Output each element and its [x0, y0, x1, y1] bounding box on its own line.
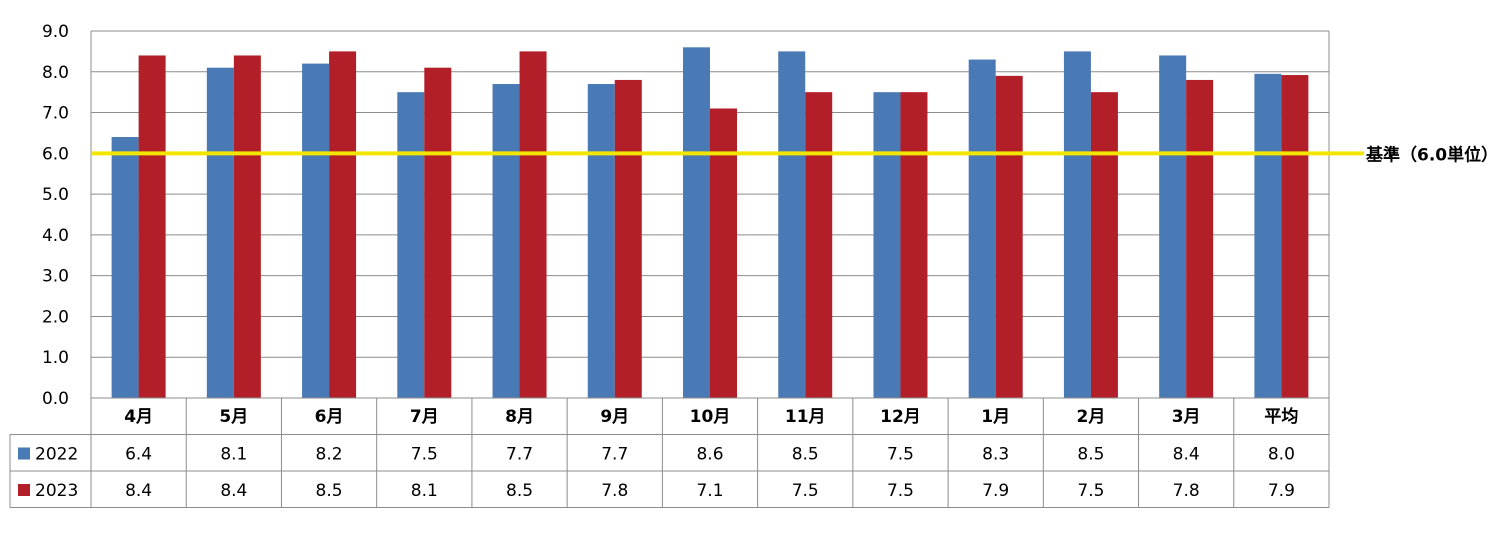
- y-tick-label: 8.0: [42, 63, 69, 83]
- bar-2022-5月: [206, 67, 234, 398]
- x-category-label: 9月: [600, 407, 629, 427]
- bar-2022-8月: [492, 84, 520, 398]
- legend-swatch-2023: [18, 484, 30, 496]
- bar-2022-9月: [587, 84, 615, 398]
- bar-2023-12月: [900, 92, 928, 399]
- y-tick-label: 0.0: [42, 389, 69, 409]
- table-cell: 8.5: [1077, 445, 1104, 465]
- x-category-label: 10月: [690, 407, 731, 427]
- table-cell: 8.1: [220, 445, 247, 465]
- bar-2022-平均: [1254, 73, 1282, 399]
- table-cell: 7.7: [506, 445, 533, 465]
- table-cell: 7.8: [1173, 481, 1200, 501]
- x-category-label: 12月: [880, 407, 921, 427]
- bar-2023-8月: [519, 51, 547, 399]
- table-cell: 8.5: [316, 481, 343, 501]
- y-tick-label: 5.0: [42, 185, 69, 205]
- bar-2023-10月: [710, 108, 737, 398]
- table-cell: 7.5: [887, 445, 914, 465]
- bar-2022-12月: [873, 92, 901, 399]
- legend-swatch-2022: [18, 447, 30, 460]
- reference-line-group: 基準（6.0単位）: [91, 144, 1498, 165]
- x-category-label: 平均: [1264, 406, 1298, 427]
- legend-label-2023: 2023: [35, 481, 78, 501]
- bar-2022-1月: [968, 59, 996, 399]
- table-cell: 7.5: [1077, 481, 1104, 501]
- bar-2023-4月: [138, 55, 166, 398]
- y-tick-label: 7.0: [42, 104, 69, 124]
- table-cell: 7.5: [411, 445, 438, 465]
- table-cell: 8.4: [125, 481, 152, 501]
- table-cell: 8.1: [411, 481, 438, 501]
- bar-2023-2月: [1090, 92, 1118, 399]
- table-cell: 8.5: [792, 445, 819, 465]
- x-category-label: 4月: [124, 407, 153, 427]
- bar-2022-11月: [778, 51, 806, 399]
- bar-2022-2月: [1063, 51, 1091, 399]
- y-tick-label: 6.0: [42, 144, 69, 164]
- table-cell: 8.3: [982, 445, 1009, 465]
- x-category-label: 11月: [785, 407, 826, 427]
- x-category-label: 7月: [410, 407, 439, 427]
- x-category-label: 5月: [219, 407, 248, 427]
- legend-label-2022: 2022: [35, 445, 78, 465]
- y-tick-label: 3.0: [42, 267, 69, 287]
- bar-2023-平均: [1281, 75, 1309, 398]
- bar-2023-7月: [424, 67, 452, 398]
- bar-2023-3月: [1186, 79, 1214, 398]
- y-tick-label: 1.0: [42, 348, 69, 368]
- bar-2023-5月: [233, 55, 261, 398]
- y-axis: 0.0 1.0 2.0 3.0 4.0 5.0 6.0 7.0 8.0 9.0: [42, 22, 69, 409]
- data-table: 4月 5月 6月 7月 8月 9月 10月 11月 12月 1月 2月 3月 平均 2022 6.4 8.1 8…: [9, 397, 1330, 508]
- table-cell: 8.2: [316, 445, 343, 465]
- table-cell: 7.5: [887, 481, 914, 501]
- bar-2022-7月: [397, 92, 425, 399]
- y-tick-label: 2.0: [42, 307, 69, 327]
- table-cell: 7.5: [792, 481, 819, 501]
- bar-2023-9月: [614, 79, 642, 398]
- table-cell: 8.0: [1268, 445, 1295, 465]
- reference-line-label: 基準（6.0単位）: [1365, 144, 1498, 165]
- bar-2022-4月: [111, 137, 139, 398]
- y-tick-label: 9.0: [42, 22, 69, 42]
- bar-2022-10月: [683, 47, 710, 399]
- bar-2023-1月: [995, 75, 1023, 398]
- bar-2023-6月: [329, 51, 357, 399]
- bar-2023-11月: [805, 92, 833, 399]
- x-category-label: 6月: [315, 407, 344, 427]
- bars: [111, 47, 1309, 399]
- table-cell: 8.6: [696, 445, 723, 465]
- x-category-label: 3月: [1172, 407, 1201, 427]
- bar-2022-3月: [1159, 55, 1187, 398]
- y-tick-label: 4.0: [42, 226, 69, 246]
- x-category-label: 8月: [505, 407, 534, 427]
- table-cell: 8.4: [1173, 445, 1200, 465]
- bar-2022-6月: [302, 63, 330, 398]
- table-cell: 7.8: [601, 481, 628, 501]
- table-cell: 7.9: [1268, 481, 1295, 501]
- table-cell: 7.1: [696, 481, 723, 501]
- table-cell: 8.5: [506, 481, 533, 501]
- table-cell: 7.7: [601, 445, 628, 465]
- x-category-label: 1月: [981, 407, 1010, 427]
- table-cell: 8.4: [220, 481, 247, 501]
- table-cell: 6.4: [125, 445, 152, 465]
- x-category-label: 2月: [1077, 407, 1106, 427]
- table-cell: 7.9: [982, 481, 1009, 501]
